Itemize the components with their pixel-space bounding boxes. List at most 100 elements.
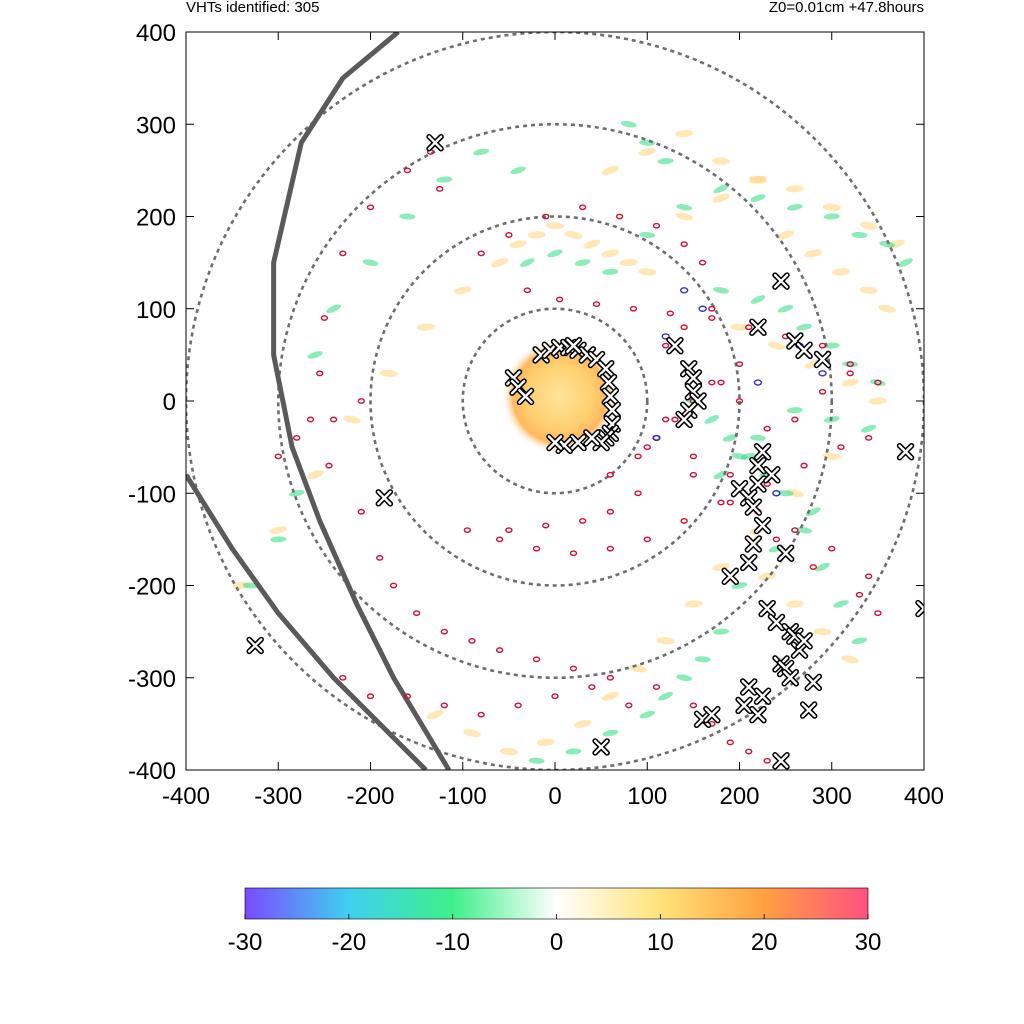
colorbar-gradient <box>244 887 869 920</box>
coastlines <box>186 32 452 770</box>
vht-marker <box>763 466 781 484</box>
red-contour <box>606 674 615 681</box>
y-tick-label: -400 <box>128 758 176 785</box>
positive-feature <box>804 249 823 258</box>
negative-feature <box>704 415 720 424</box>
negative-feature <box>473 148 490 156</box>
red-contour <box>763 757 771 764</box>
colorbar-tick-label: -30 <box>228 929 263 956</box>
blue-contour <box>652 434 661 442</box>
positive-feature <box>601 249 620 258</box>
positive-feature <box>527 231 546 239</box>
negative-feature <box>833 600 849 608</box>
red-contour <box>791 416 799 423</box>
red-contour <box>818 342 827 349</box>
red-contour <box>671 416 679 423</box>
negative-feature <box>815 562 830 572</box>
red-contour <box>666 310 675 317</box>
eyewall-marker <box>603 401 621 419</box>
red-contour <box>293 434 301 441</box>
vht-marker <box>735 696 753 715</box>
positive-feature <box>767 341 786 350</box>
positive-feature <box>583 239 601 249</box>
vht-marker <box>749 705 767 724</box>
vht-marker <box>375 489 394 507</box>
red-contour <box>680 241 688 248</box>
range-ring <box>461 307 649 495</box>
positive-feature <box>536 738 555 746</box>
red-contour <box>680 518 688 524</box>
red-contour <box>555 296 564 303</box>
y-tick-label: 300 <box>136 112 176 139</box>
red-contour <box>376 554 384 561</box>
positive-feature <box>638 268 657 276</box>
red-contour <box>874 379 882 386</box>
red-contour <box>366 693 375 700</box>
red-contour <box>403 167 412 174</box>
negative-feature <box>860 424 877 433</box>
positive-feature <box>491 258 509 268</box>
vht-markers <box>246 133 924 770</box>
negative-feature <box>713 184 729 194</box>
red-contour <box>874 610 882 617</box>
y-tick-label: 100 <box>136 297 176 324</box>
positive-feature <box>749 175 767 184</box>
negative-feature <box>713 628 730 635</box>
red-contour <box>339 250 347 257</box>
negative-feature <box>796 323 812 331</box>
vht-marker <box>675 410 693 429</box>
negative-feature <box>713 287 729 294</box>
red-contour <box>745 324 753 331</box>
blue-contour <box>818 370 827 377</box>
red-contour <box>495 647 504 653</box>
positive-feature <box>841 655 860 664</box>
red-contour <box>846 370 854 377</box>
eyewall-marker <box>564 336 583 355</box>
x-tick-label: 0 <box>548 783 561 810</box>
red-contour <box>652 222 661 229</box>
negative-feature <box>639 710 655 719</box>
eyewall-marker <box>546 433 564 452</box>
negative-feature <box>362 259 379 266</box>
vht-marker <box>246 636 264 655</box>
red-contour <box>569 665 578 672</box>
red-contour <box>708 379 716 386</box>
vht-marker <box>772 272 790 290</box>
vht-marker <box>795 341 813 360</box>
positive-feature <box>831 268 850 276</box>
red-contour <box>717 379 725 386</box>
red-contour <box>274 453 282 460</box>
red-contour <box>389 582 398 589</box>
vht-marker <box>426 133 444 152</box>
red-contour <box>818 388 827 395</box>
negative-feature <box>823 342 840 349</box>
vht-marker <box>739 678 758 696</box>
positive-feature <box>619 259 638 267</box>
negative-feature <box>639 231 656 238</box>
negative-feature <box>676 204 693 211</box>
negative-feature <box>307 351 323 359</box>
positive-feature <box>463 729 481 738</box>
red-contour <box>316 370 324 377</box>
vht-marker <box>666 336 684 355</box>
vht-marker <box>739 553 758 572</box>
vht-marker <box>684 369 703 387</box>
vht-marker <box>758 599 776 618</box>
positive-feature <box>730 323 749 331</box>
red-contour <box>662 342 670 349</box>
positive-feature <box>684 600 703 608</box>
red-contour <box>735 398 744 404</box>
positive-feature <box>785 600 804 608</box>
positive-feature <box>379 369 398 377</box>
red-contour <box>606 471 615 478</box>
range-rings <box>186 32 924 770</box>
red-contour <box>435 185 444 192</box>
red-contour <box>578 204 587 211</box>
red-contour <box>532 545 541 552</box>
vht-marker <box>721 567 740 586</box>
colorbar-tick-label: 20 <box>751 929 778 956</box>
red-contour <box>708 305 716 312</box>
negative-feature <box>519 258 535 267</box>
red-contour <box>837 444 845 451</box>
x-tick-label: -400 <box>162 783 210 810</box>
